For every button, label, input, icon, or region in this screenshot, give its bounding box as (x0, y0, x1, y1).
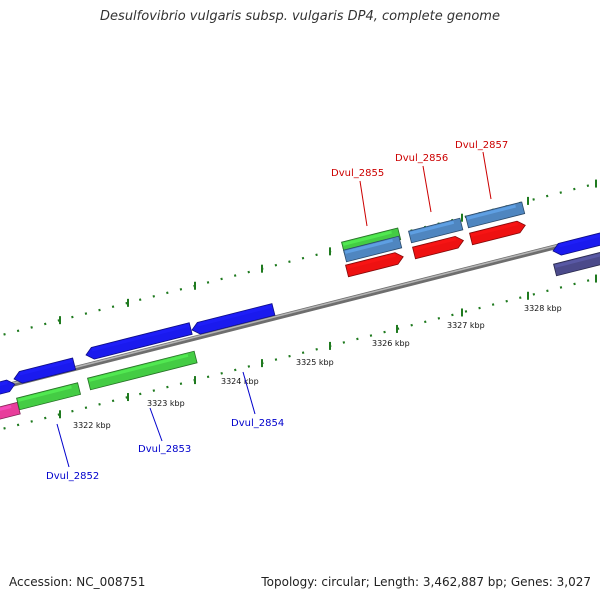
feature-highlight (344, 238, 393, 254)
feature-box[interactable] (408, 217, 464, 244)
feature-box[interactable] (465, 201, 526, 229)
feature-body (412, 235, 465, 260)
feature-highlight (91, 323, 190, 352)
feature-box-partial[interactable] (0, 401, 21, 425)
scale-tick-labels: 3322 kbp 3323 kbp 3324 kbp 3325 kbp 3326 kbp… (73, 304, 562, 430)
feature-body (0, 379, 16, 400)
genome-stats-text: Topology: circular; Length: 3,462,887 bp… (261, 575, 591, 589)
scale-tick-label: 3322 kbp (73, 421, 111, 430)
gene-box[interactable] (16, 382, 82, 411)
gene-label-leader (359, 180, 368, 227)
gene-label-leader (149, 407, 163, 442)
gene-arrow[interactable] (412, 235, 465, 260)
feature-highlight (466, 204, 516, 220)
feature-body (469, 220, 526, 246)
cds-arrow[interactable] (191, 303, 276, 336)
scale-tick-label: 3324 kbp (221, 377, 259, 386)
scale-tick-label: 3328 kbp (524, 304, 562, 313)
feature-body (552, 229, 600, 256)
feature-highlight (554, 252, 600, 268)
map-title: Desulfovibrio vulgaris subsp. vulgaris D… (100, 9, 500, 24)
gene-label-dvul_2855[interactable]: Dvul_2855 (331, 168, 384, 179)
dotted-scale-rings (0, 181, 600, 431)
gene-arrow[interactable] (469, 219, 527, 246)
feature-box[interactable] (343, 235, 403, 263)
gene-label-dvul_2856[interactable]: Dvul_2856 (395, 153, 448, 164)
feature-highlight (470, 222, 519, 237)
feature-highlight (342, 230, 392, 246)
gene-label-leader (422, 165, 432, 213)
feature-highlight (197, 304, 272, 327)
feature-highlight (346, 253, 396, 269)
cds-arrow-partial-right[interactable] (552, 229, 600, 256)
gene-arrow[interactable] (345, 251, 405, 278)
cds-arrow[interactable] (13, 357, 77, 385)
scale-ring-inner (0, 276, 600, 431)
feature-highlight (19, 359, 73, 376)
genome-backbone (0, 232, 600, 391)
gene-label-dvul_2853[interactable]: Dvul_2853 (138, 444, 191, 455)
feature-highlight (88, 353, 189, 382)
feature-highlight (0, 405, 12, 416)
gene-label-dvul_2852[interactable]: Dvul_2852 (46, 471, 99, 482)
gene-features (0, 201, 600, 425)
gene-box[interactable] (87, 350, 198, 391)
feature-highlight (409, 220, 455, 235)
gene-label-leader (56, 423, 70, 468)
accession-text: Accession: NC_008751 (9, 575, 146, 589)
gene-label-dvul_2857[interactable]: Dvul_2857 (455, 140, 508, 151)
gene-labels: Dvul_2852 Dvul_2853 Dvul_2854 Dvul_2855 Dvul… (46, 140, 508, 482)
cds-arrow[interactable] (85, 322, 193, 361)
feature-body (345, 252, 404, 278)
scale-tick-label: 3327 kbp (447, 321, 485, 330)
gene-label-leader (242, 371, 256, 415)
cds-arrow-partial-left[interactable] (0, 378, 16, 400)
genome-backbone-highlight (0, 233, 600, 388)
feature-highlight (17, 385, 72, 402)
feature-highlight (558, 231, 600, 248)
scale-tick-label: 3323 kbp (147, 399, 185, 408)
feature-highlight (413, 237, 457, 251)
gene-label-leader (482, 151, 492, 200)
scale-tick-label: 3325 kbp (296, 358, 334, 367)
feature-box-partial[interactable] (553, 248, 600, 277)
scale-tick-label: 3326 kbp (372, 339, 410, 348)
gene-label-dvul_2854[interactable]: Dvul_2854 (231, 418, 284, 429)
feature-highlight (0, 381, 8, 391)
